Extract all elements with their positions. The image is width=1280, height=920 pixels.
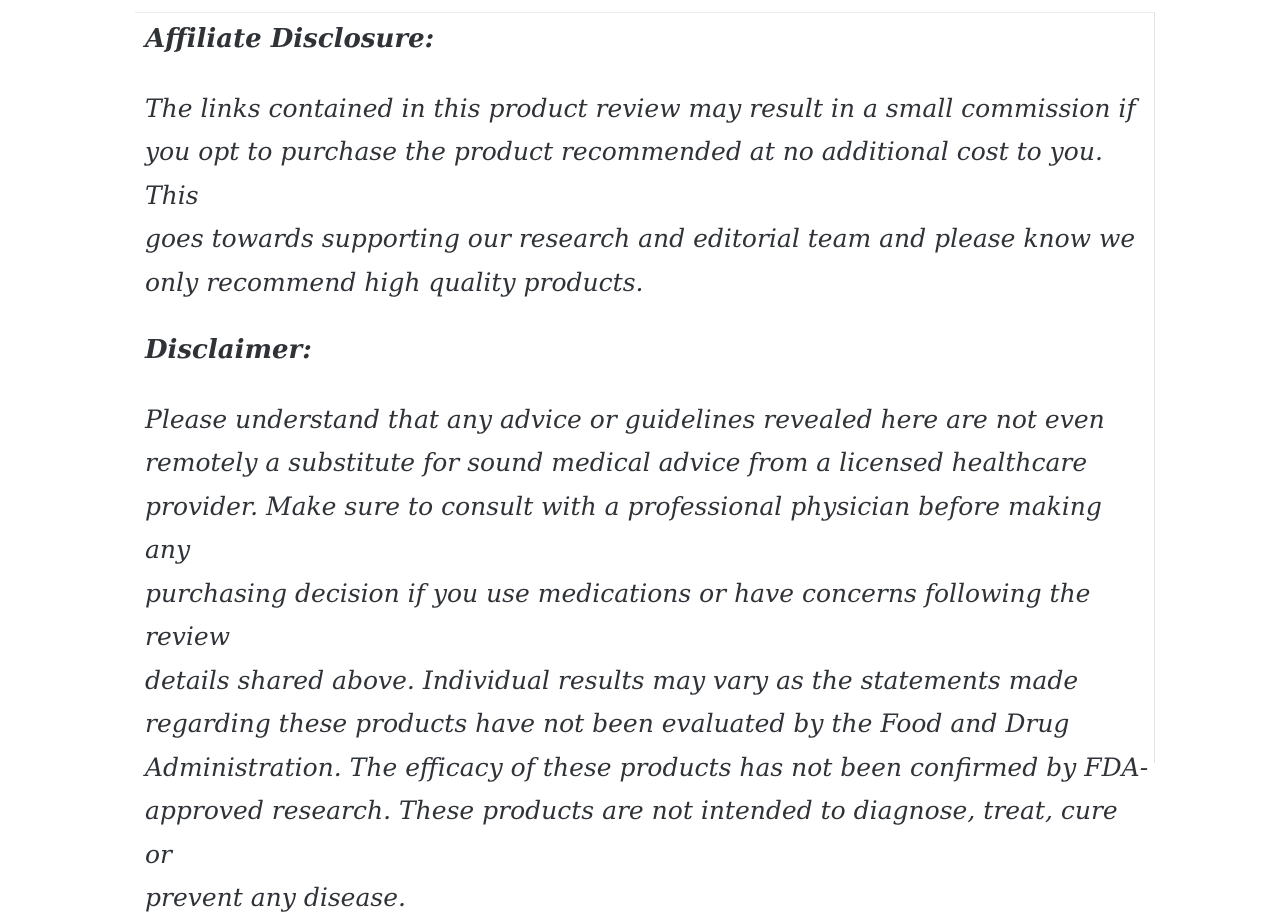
disclaimer-paragraph: Please understand that any advice or gui…: [145, 404, 1149, 913]
affiliate-disclosure-section: Affiliate Disclosure: The links containe…: [145, 18, 1152, 304]
affiliate-disclosure-heading: Affiliate Disclosure:: [145, 24, 435, 54]
affiliate-disclosure-paragraph: The links contained in this product revi…: [145, 93, 1136, 297]
disclaimer-heading: Disclaimer:: [145, 335, 312, 365]
page: { "theme": { "page_background": "#ffffff…: [135, 12, 1155, 912]
content-area: Affiliate Disclosure: The links containe…: [135, 12, 1155, 912]
disclaimer-section: Disclaimer: Please understand that any a…: [145, 329, 1152, 920]
